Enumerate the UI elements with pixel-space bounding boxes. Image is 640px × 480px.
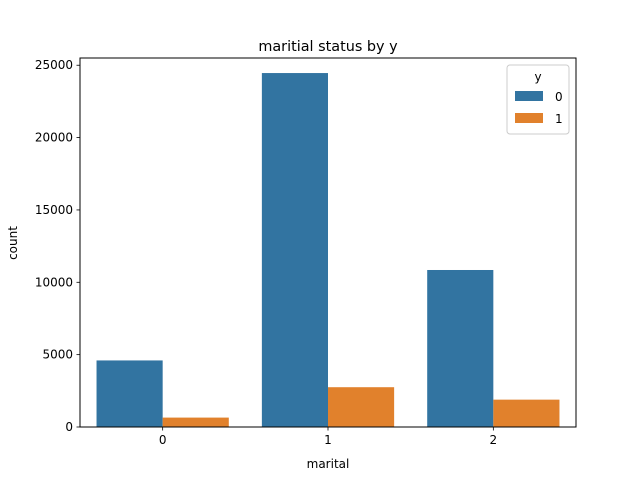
y-tick-label: 15000: [35, 203, 73, 217]
bar-series-1-cat-1: [328, 387, 395, 427]
y-tick-label: 20000: [35, 131, 73, 145]
x-tick-label: 1: [324, 433, 332, 447]
legend-swatch-0: [515, 91, 543, 101]
y-axis-label: count: [6, 226, 20, 260]
x-tick-label: 2: [490, 433, 498, 447]
x-tick-label: 0: [159, 433, 167, 447]
bar-series-1-cat-2: [493, 399, 560, 427]
bars-layer: [96, 73, 560, 427]
bar-series-0-cat-0: [96, 360, 163, 427]
legend-swatch-1: [515, 113, 543, 123]
y-tick-label: 10000: [35, 275, 73, 289]
legend-title: y: [534, 70, 541, 84]
legend: y0 1: [506, 64, 570, 135]
bar-series-0-cat-1: [261, 73, 328, 427]
bar-series-0-cat-2: [427, 269, 494, 427]
legend-label-1: 1: [555, 112, 563, 126]
y-tick-label: 25000: [35, 58, 73, 72]
axes-layer: 0 5000 10000 15000 20000 25000 0 1 2: [35, 57, 577, 447]
x-axis-label: marital: [307, 457, 350, 471]
bar-series-1-cat-0: [162, 417, 229, 427]
y-tick-label: 5000: [42, 348, 73, 362]
legend-label-0: 0: [555, 90, 563, 104]
y-tick-label: 0: [65, 420, 73, 434]
chart-title: maritial status by y: [258, 39, 398, 55]
